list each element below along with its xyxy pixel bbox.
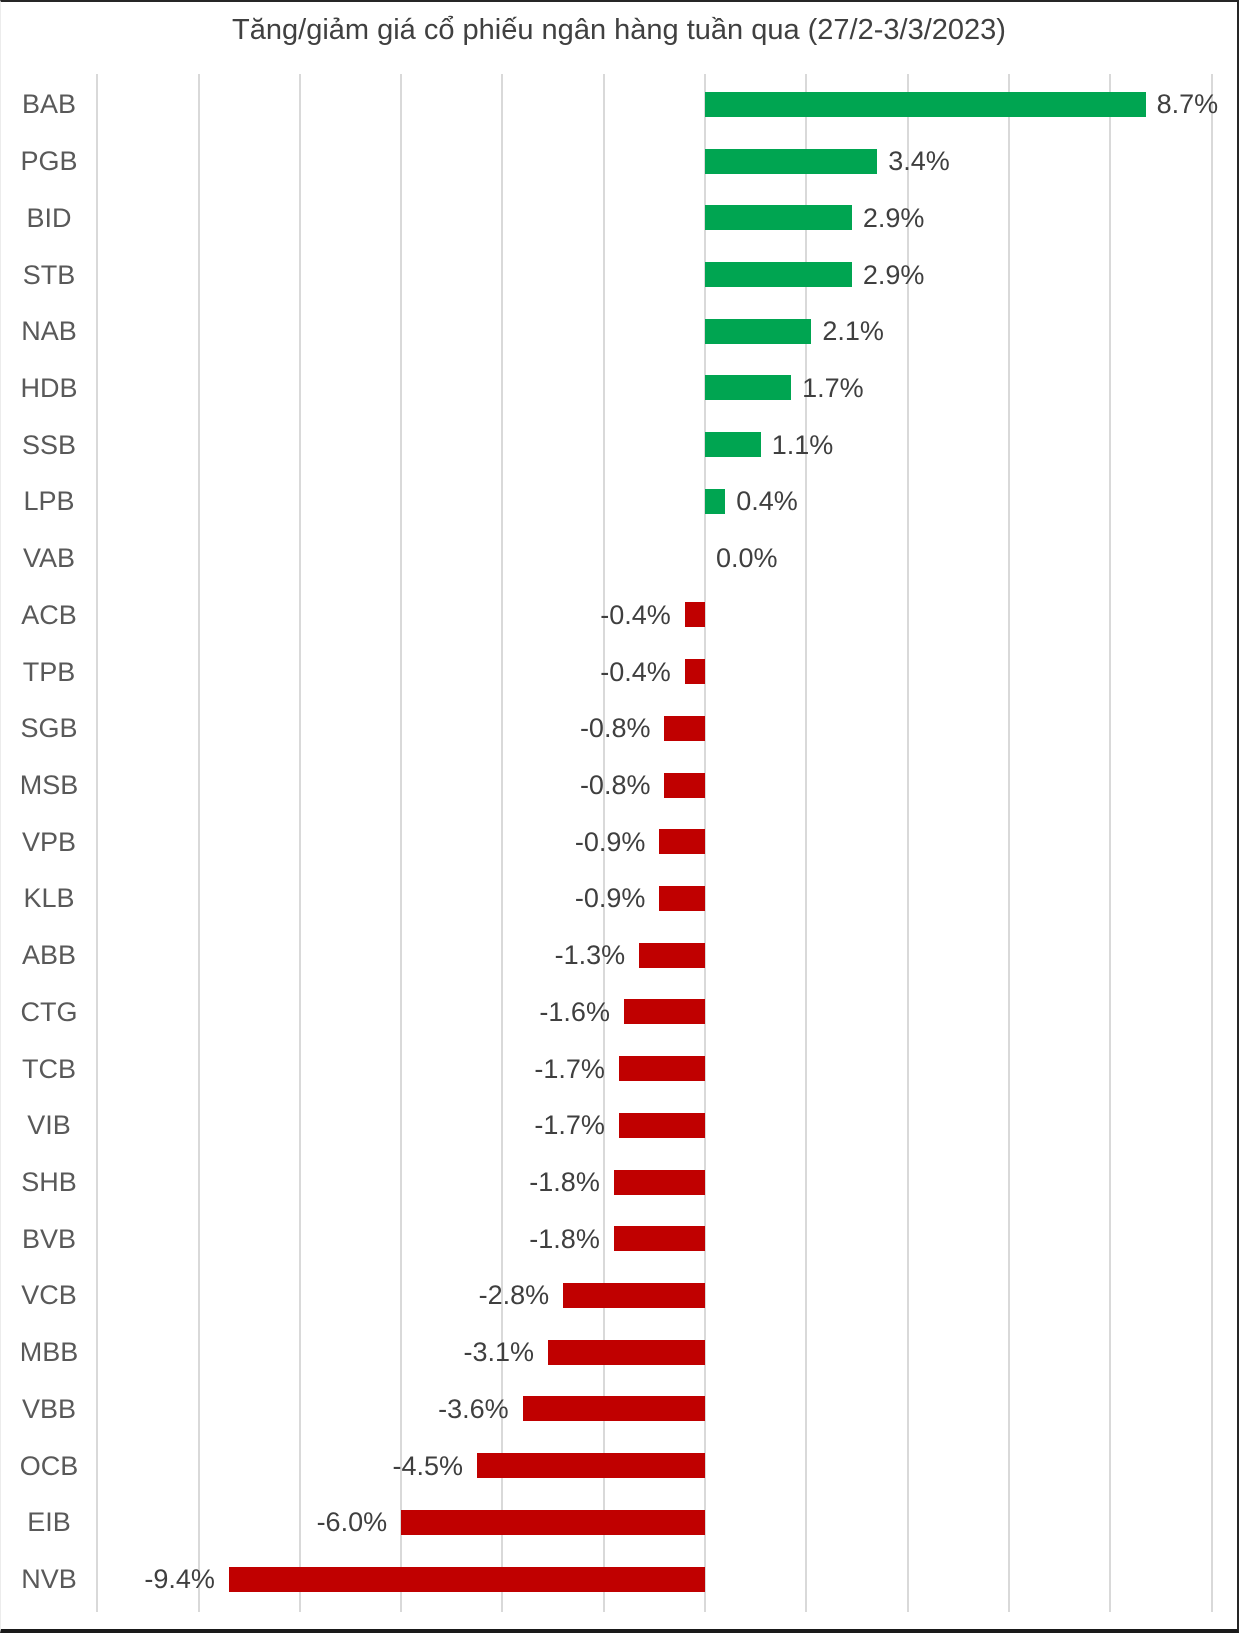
value-label-tcb: -1.7%: [534, 1053, 605, 1084]
value-label-nab: 2.1%: [822, 316, 884, 347]
category-label-stb: STB: [22, 259, 76, 290]
bar-negative-shb: [613, 1169, 705, 1195]
value-label-sgb: -0.8%: [579, 713, 651, 744]
bar-negative-ocb: [477, 1453, 705, 1479]
category-label-vcb: VCB: [21, 1280, 77, 1311]
category-label-tpb: TPB: [22, 656, 76, 687]
bar-positive-bab: [705, 91, 1146, 117]
gridline: [602, 74, 605, 1612]
bar-negative-msb: [664, 772, 705, 798]
bar-negative-klb: [659, 885, 705, 911]
value-label-klb: -0.9%: [574, 883, 646, 914]
category-label-bid: BID: [26, 202, 72, 233]
bar-negative-nvb: [228, 1566, 705, 1592]
bar-positive-hdb: [705, 375, 792, 401]
category-label-lpb: LPB: [23, 486, 75, 517]
category-label-shb: SHB: [21, 1167, 77, 1198]
category-label-nvb: NVB: [21, 1564, 77, 1595]
chart-title: Tăng/giảm giá cổ phiếu ngân hàng tuần qu…: [232, 14, 1006, 46]
category-label-vpb: VPB: [21, 826, 77, 857]
value-label-vbb: -3.6%: [438, 1393, 509, 1424]
category-label-nab: NAB: [21, 316, 77, 347]
category-label-vbb: VBB: [21, 1393, 77, 1424]
category-label-msb: MSB: [19, 770, 79, 800]
value-label-bvb: -1.8%: [529, 1223, 600, 1254]
gridline: [400, 74, 403, 1612]
value-label-bab: 8.7%: [1156, 89, 1219, 120]
category-label-vab: VAB: [22, 543, 76, 574]
bar-positive-bid: [705, 205, 852, 231]
gridline: [805, 74, 808, 1612]
category-label-bab: BAB: [21, 89, 77, 120]
value-label-stb: 2.9%: [862, 259, 925, 290]
bar-positive-nab: [705, 318, 812, 344]
bar-negative-tpb: [684, 659, 705, 685]
bar-negative-acb: [684, 602, 705, 628]
value-label-msb: -0.8%: [579, 770, 651, 800]
category-label-ssb: SSB: [21, 429, 77, 460]
value-label-abb: -1.3%: [554, 940, 626, 971]
gridline: [298, 74, 301, 1612]
gridline: [96, 74, 99, 1612]
value-label-tpb: -0.4%: [600, 656, 671, 687]
value-label-vib: -1.7%: [534, 1110, 605, 1141]
value-label-hdb: 1.7%: [802, 372, 864, 403]
category-label-abb: ABB: [21, 940, 77, 971]
category-label-vib: VIB: [27, 1110, 71, 1141]
bar-negative-vcb: [563, 1282, 705, 1308]
bar-negative-bvb: [613, 1226, 705, 1252]
category-label-pgb: PGB: [20, 146, 78, 177]
gridline: [704, 74, 706, 1612]
bar-negative-abb: [639, 942, 705, 968]
bar-negative-ctg: [623, 999, 705, 1025]
value-label-nvb: -9.4%: [144, 1564, 215, 1595]
value-label-vab: 0.0%: [716, 543, 778, 574]
gridline: [1109, 74, 1112, 1612]
bar-positive-lpb: [705, 488, 726, 514]
value-label-eib: -6.0%: [316, 1507, 388, 1538]
category-label-sgb: SGB: [20, 713, 78, 744]
value-label-pgb: 3.4%: [888, 146, 950, 177]
value-label-ssb: 1.1%: [771, 429, 834, 460]
bar-positive-pgb: [705, 148, 878, 174]
gridline: [906, 74, 909, 1612]
category-label-ctg: CTG: [20, 996, 78, 1027]
bar-positive-stb: [705, 262, 852, 288]
category-label-ocb: OCB: [19, 1450, 79, 1481]
value-label-ocb: -4.5%: [392, 1450, 464, 1481]
value-label-mbb: -3.1%: [463, 1337, 534, 1368]
bar-negative-vib: [618, 1112, 705, 1138]
value-label-ctg: -1.6%: [539, 996, 610, 1027]
category-label-hdb: HDB: [20, 372, 78, 403]
category-label-klb: KLB: [23, 883, 75, 914]
bar-negative-sgb: [664, 715, 705, 741]
category-label-bvb: BVB: [21, 1223, 77, 1254]
value-label-vcb: -2.8%: [478, 1280, 550, 1311]
category-label-eib: EIB: [27, 1507, 71, 1538]
gridline: [1210, 74, 1213, 1612]
gridline: [197, 74, 200, 1612]
bar-positive-ssb: [705, 432, 761, 458]
value-label-vpb: -0.9%: [574, 826, 646, 857]
bar-negative-vbb: [522, 1396, 705, 1422]
value-label-acb: -0.4%: [600, 599, 671, 630]
gridline: [1007, 74, 1010, 1612]
category-label-tcb: TCB: [22, 1053, 76, 1084]
category-label-mbb: MBB: [19, 1337, 79, 1368]
bar-negative-eib: [401, 1509, 705, 1535]
bar-negative-tcb: [618, 1056, 705, 1082]
category-label-acb: ACB: [21, 599, 77, 630]
value-label-bid: 2.9%: [862, 202, 925, 233]
bar-negative-vpb: [659, 829, 705, 855]
value-label-lpb: 0.4%: [736, 486, 798, 517]
value-label-shb: -1.8%: [529, 1167, 600, 1198]
gridline: [501, 74, 504, 1612]
bar-negative-mbb: [547, 1339, 705, 1365]
